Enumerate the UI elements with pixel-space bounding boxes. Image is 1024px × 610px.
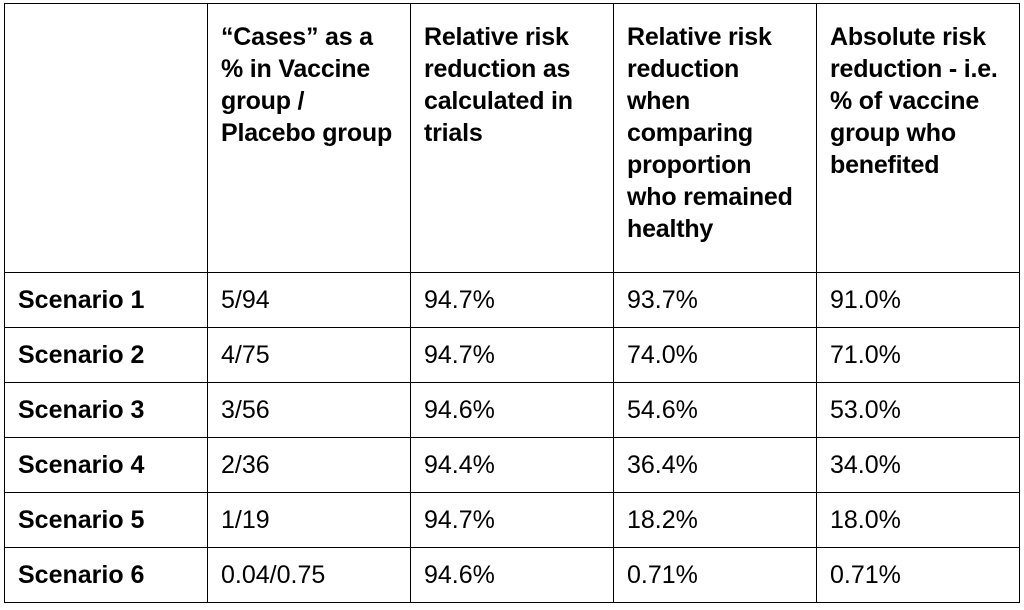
table-row: Scenario 2 4/75 94.7% 74.0% 71.0% <box>4 327 1020 383</box>
rrr-trials-cell: 94.4% <box>410 437 614 493</box>
scenario-table: “Cases” as a % in Vaccine group / Placeb… <box>4 3 1020 603</box>
table-row: Scenario 3 3/56 94.6% 54.6% 53.0% <box>4 382 1020 438</box>
rrr-trials-cell: 94.7% <box>410 492 614 548</box>
rrr-trials-cell: 94.6% <box>410 382 614 438</box>
header-cell-rrr-trials: Relative risk reduction as calculated in… <box>410 3 614 273</box>
arr-cell: 91.0% <box>816 272 1020 328</box>
rrr-healthy-cell: 93.7% <box>613 272 817 328</box>
table-row: Scenario 5 1/19 94.7% 18.2% 18.0% <box>4 492 1020 548</box>
scenario-label: Scenario 2 <box>4 327 208 383</box>
header-cell-empty <box>4 3 208 273</box>
arr-cell: 34.0% <box>816 437 1020 493</box>
rrr-trials-cell: 94.7% <box>410 272 614 328</box>
arr-cell: 71.0% <box>816 327 1020 383</box>
cases-cell: 5/94 <box>207 272 411 328</box>
rrr-trials-cell: 94.7% <box>410 327 614 383</box>
header-row: “Cases” as a % in Vaccine group / Placeb… <box>4 3 1020 273</box>
rrr-trials-cell: 94.6% <box>410 547 614 603</box>
cases-cell: 0.04/0.75 <box>207 547 411 603</box>
table-row: Scenario 6 0.04/0.75 94.6% 0.71% 0.71% <box>4 547 1020 603</box>
scenario-label: Scenario 5 <box>4 492 208 548</box>
header-cell-arr: Absolute risk reduction - i.e. % of vacc… <box>816 3 1020 273</box>
scenario-label: Scenario 6 <box>4 547 208 603</box>
data-table-container: “Cases” as a % in Vaccine group / Placeb… <box>4 3 1020 603</box>
rrr-healthy-cell: 0.71% <box>613 547 817 603</box>
scenario-label: Scenario 4 <box>4 437 208 493</box>
scenario-label: Scenario 3 <box>4 382 208 438</box>
cases-cell: 4/75 <box>207 327 411 383</box>
rrr-healthy-cell: 36.4% <box>613 437 817 493</box>
rrr-healthy-cell: 74.0% <box>613 327 817 383</box>
rrr-healthy-cell: 54.6% <box>613 382 817 438</box>
header-cell-rrr-healthy: Relative risk reduction when comparing p… <box>613 3 817 273</box>
arr-cell: 53.0% <box>816 382 1020 438</box>
cases-cell: 1/19 <box>207 492 411 548</box>
header-cell-cases: “Cases” as a % in Vaccine group / Placeb… <box>207 3 411 273</box>
arr-cell: 18.0% <box>816 492 1020 548</box>
scenario-label: Scenario 1 <box>4 272 208 328</box>
cases-cell: 3/56 <box>207 382 411 438</box>
table-row: Scenario 4 2/36 94.4% 36.4% 34.0% <box>4 437 1020 493</box>
rrr-healthy-cell: 18.2% <box>613 492 817 548</box>
cases-cell: 2/36 <box>207 437 411 493</box>
table-row: Scenario 1 5/94 94.7% 93.7% 91.0% <box>4 272 1020 328</box>
arr-cell: 0.71% <box>816 547 1020 603</box>
